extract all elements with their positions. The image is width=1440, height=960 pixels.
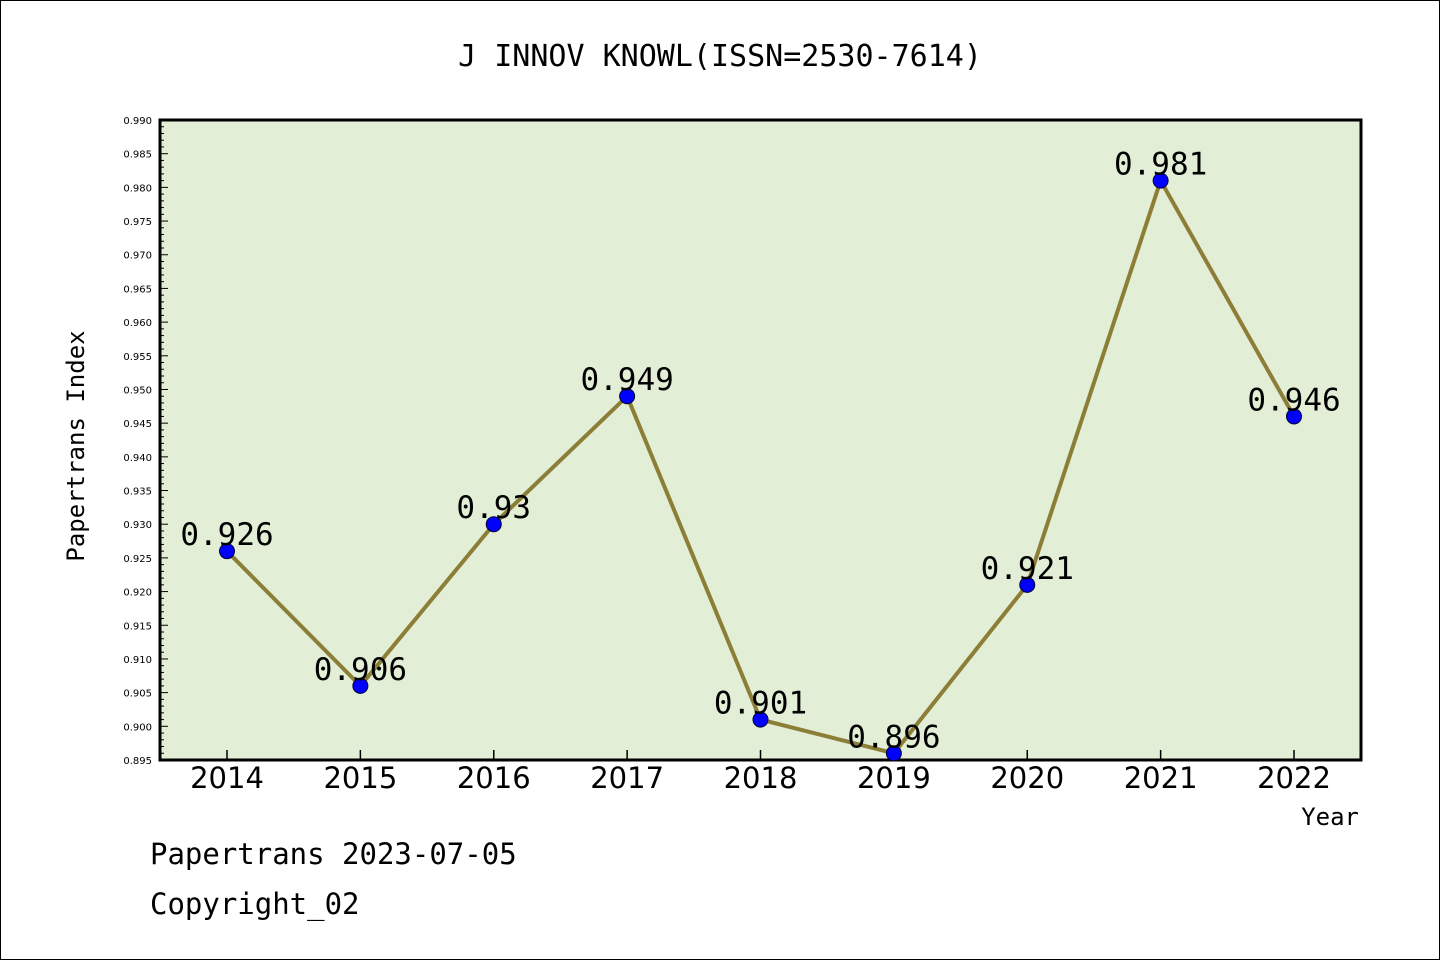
footer-copyright: Copyright_02 xyxy=(150,887,360,922)
y-tick-label: 0.935 xyxy=(123,487,152,498)
x-tick-label: 2016 xyxy=(457,761,531,795)
y-tick-label: 0.955 xyxy=(123,352,152,363)
y-tick-label: 0.985 xyxy=(123,150,152,161)
plot-area xyxy=(158,118,1363,762)
series-line-group xyxy=(219,172,1302,762)
y-tick-label: 0.975 xyxy=(123,217,152,228)
x-tick-label: 2022 xyxy=(1257,761,1331,795)
data-label: 0.921 xyxy=(981,551,1074,587)
x-tick-label: 2017 xyxy=(590,761,664,795)
y-tick-label: 0.965 xyxy=(123,284,152,295)
data-label: 0.981 xyxy=(1114,147,1207,183)
data-label: 0.93 xyxy=(456,490,531,526)
x-tick-label: 2021 xyxy=(1124,761,1198,795)
x-tick-label: 2015 xyxy=(323,761,397,795)
data-labels: 0.926 0.906 0.93 0.949 0.901 0.896 0.921 0.981 0… xyxy=(180,147,1340,756)
y-tick-label: 0.930 xyxy=(123,520,152,531)
x-tick-label: 2014 xyxy=(190,761,264,795)
data-point xyxy=(352,677,369,694)
y-tick-label: 0.980 xyxy=(123,183,152,194)
chart-title: J INNOV KNOWL(ISSN=2530-7614) xyxy=(458,39,982,74)
data-point xyxy=(1019,576,1036,593)
y-tick-label: 0.970 xyxy=(123,251,152,262)
y-tick-label: 0.920 xyxy=(123,588,152,599)
data-label: 0.896 xyxy=(847,719,940,755)
x-tick-label: 2018 xyxy=(724,761,798,795)
x-axis-label: Year xyxy=(1301,803,1359,831)
data-label: 0.901 xyxy=(714,686,807,722)
data-point xyxy=(219,543,235,560)
data-point xyxy=(752,711,769,728)
y-tick-label: 0.910 xyxy=(123,655,152,666)
y-tick-label: 0.925 xyxy=(123,554,152,565)
x-axis: 2014 2015 2016 2017 2018 2019 2020 2021 2022 xyxy=(190,750,1331,795)
data-label: 0.949 xyxy=(580,362,673,398)
y-tick-label: 0.895 xyxy=(123,756,152,767)
y-tick-label: 0.990 xyxy=(123,116,152,127)
data-point xyxy=(1152,172,1169,189)
y-tick-label: 0.960 xyxy=(123,318,152,329)
x-tick-label: 2020 xyxy=(990,761,1064,795)
data-point xyxy=(1286,408,1302,425)
data-label: 0.926 xyxy=(180,517,273,553)
y-tick-label: 0.905 xyxy=(123,689,152,700)
y-axis-label: Papertrans Index xyxy=(62,330,90,561)
y-tick-label: 0.945 xyxy=(123,419,152,430)
y-tick-label: 0.900 xyxy=(123,722,152,733)
data-point xyxy=(485,516,502,533)
y-tick-label: 0.940 xyxy=(123,453,152,464)
y-tick-label: 0.950 xyxy=(123,385,152,396)
data-point xyxy=(619,388,636,405)
x-tick-label: 2019 xyxy=(857,761,931,795)
data-label: 0.946 xyxy=(1247,382,1340,418)
data-point xyxy=(885,745,902,762)
y-axis: 0.895 0.900 0.905 0.910 0.915 0.920 0.925 0.930… xyxy=(123,116,168,767)
y-tick-label: 0.915 xyxy=(123,621,152,632)
data-label: 0.906 xyxy=(314,652,407,688)
footer-date: Papertrans 2023-07-05 xyxy=(150,837,517,871)
